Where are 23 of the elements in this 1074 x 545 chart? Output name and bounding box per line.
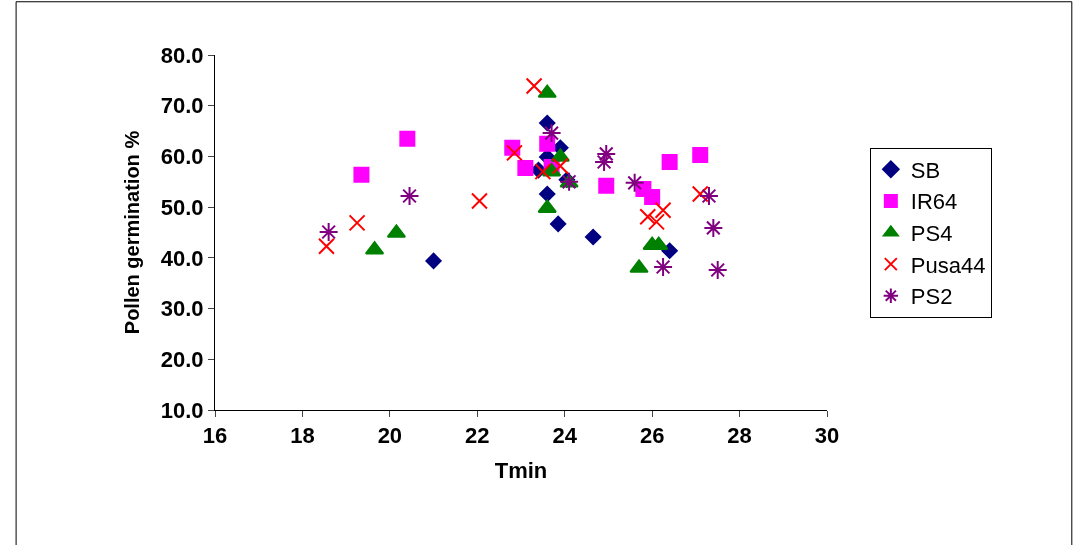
y-tick-label: 60.0 [160, 144, 204, 170]
x-tick-label: 22 [465, 423, 490, 449]
legend-label: PS4 [910, 221, 953, 247]
y-tick-label: 20.0 [160, 346, 204, 372]
legend-label: IR64 [910, 189, 958, 215]
legend-label: Pusa44 [910, 252, 986, 278]
x-tick-label: 30 [814, 423, 840, 449]
x-tick-label: 20 [377, 423, 403, 449]
y-tick-label: 80.0 [160, 42, 204, 68]
y-tick-label: 30.0 [160, 296, 204, 322]
x-tick-label: 16 [202, 423, 228, 449]
y-tick-label: 70.0 [160, 93, 204, 119]
legend-label: PS2 [910, 284, 953, 310]
x-tick-label: 28 [727, 423, 752, 449]
x-tick-label: 26 [639, 423, 665, 449]
y-tick-label: 10.0 [160, 397, 204, 423]
y-axis-title: Pollen germination % [121, 130, 144, 335]
x-tick-label: 24 [552, 423, 578, 449]
y-tick-label: 40.0 [160, 245, 204, 271]
x-axis-title: Tmin [494, 458, 548, 484]
x-tick-label: 18 [290, 423, 315, 449]
legend-label: SB [910, 157, 941, 183]
y-tick-label: 50.0 [160, 194, 204, 220]
